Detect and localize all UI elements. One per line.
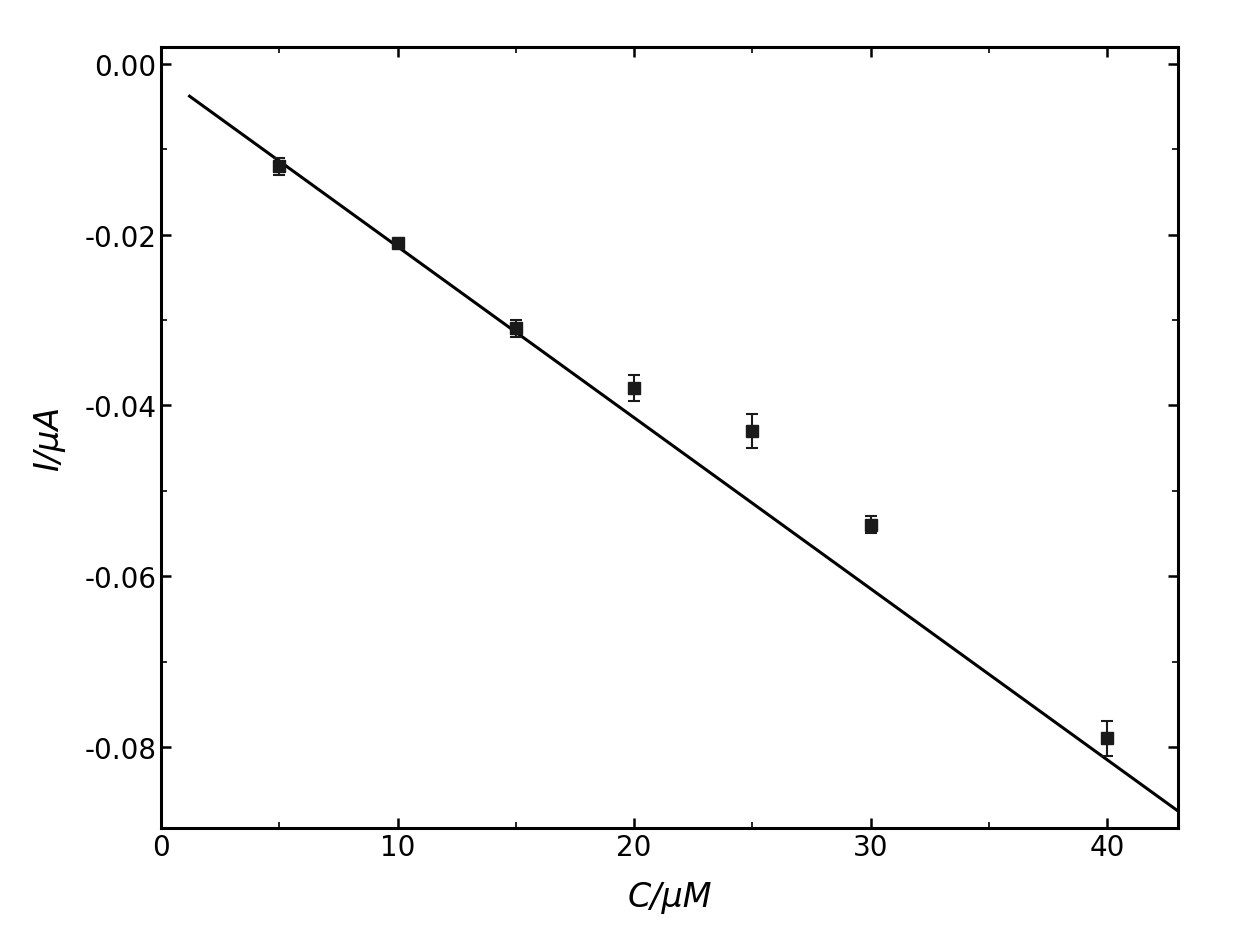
- X-axis label: C/μM: C/μM: [627, 881, 712, 914]
- Y-axis label: I/μA: I/μA: [32, 406, 64, 470]
